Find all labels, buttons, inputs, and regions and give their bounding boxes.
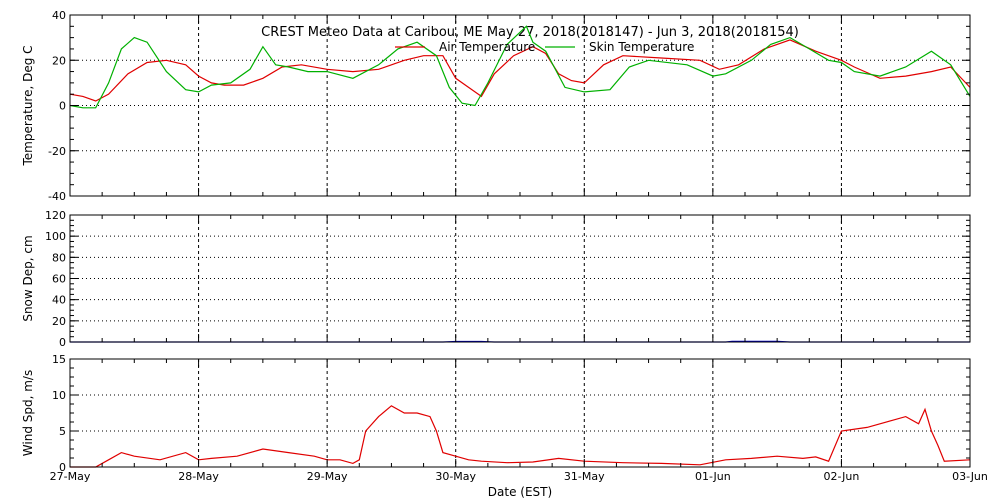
panel-wind: 0 5 10 15 Wind Spd, m/s — [21, 353, 971, 474]
ytick-label-temperature-2: 0 — [59, 100, 66, 113]
ytick-label-snow-6: 120 — [45, 209, 66, 222]
xtick-label-4: 31-May — [564, 470, 605, 483]
ytick-label-wind-3: 15 — [52, 353, 66, 366]
xtick-label-7: 03-Jun — [952, 470, 988, 483]
ytick-label-wind-1: 5 — [59, 425, 66, 438]
xtick-label-6: 02-Jun — [824, 470, 860, 483]
ytick-label-temperature-0: -40 — [48, 190, 66, 203]
series-temperature-1 — [69, 25, 971, 109]
legend-label-0: Air Temperature — [439, 40, 535, 54]
ytick-label-snow-5: 100 — [45, 230, 66, 243]
y-axis-label-snow: Snow Dep, cm — [21, 235, 35, 321]
panel-temperature: -40 -20 0 20 40 Temperature, Deg C Air Tempera… — [21, 9, 971, 203]
y-axis-label-temperature: Temperature, Deg C — [21, 45, 35, 166]
ytick-label-wind-2: 10 — [52, 389, 66, 402]
ytick-label-snow-1: 20 — [52, 315, 66, 328]
chart-panels: -40 -20 0 20 40 Temperature, Deg C Air Tempera… — [21, 9, 988, 483]
ytick-label-snow-0: 0 — [59, 336, 66, 349]
ytick-label-wind-0: 0 — [59, 461, 66, 474]
xtick-label-0: 27-May — [50, 470, 91, 483]
xtick-label-3: 30-May — [435, 470, 476, 483]
y-axis-label-wind: Wind Spd, m/s — [21, 370, 35, 456]
frame-wind — [69, 358, 971, 468]
xtick-label-5: 01-Jun — [695, 470, 731, 483]
ytick-label-temperature-1: -20 — [48, 145, 66, 158]
ytick-label-snow-2: 40 — [52, 294, 66, 307]
chart-title: CREST Meteo Data at Caribou, ME May 27, … — [261, 25, 799, 40]
xtick-label-1: 28-May — [178, 470, 219, 483]
x-axis-label: Date (EST) — [488, 485, 552, 499]
legend-label-1: Skin Temperature — [589, 40, 694, 54]
xtick-label-2: 29-May — [307, 470, 348, 483]
ytick-label-temperature-3: 20 — [52, 54, 66, 67]
series-temperature-0 — [69, 39, 971, 102]
ytick-label-temperature-4: 40 — [52, 9, 66, 22]
ytick-label-snow-3: 60 — [52, 273, 66, 286]
series-wind-0 — [70, 405, 971, 468]
panel-snow: 0 20 40 60 80 100 120 Snow Dep, cm — [21, 209, 971, 349]
ytick-label-snow-4: 80 — [52, 251, 66, 264]
